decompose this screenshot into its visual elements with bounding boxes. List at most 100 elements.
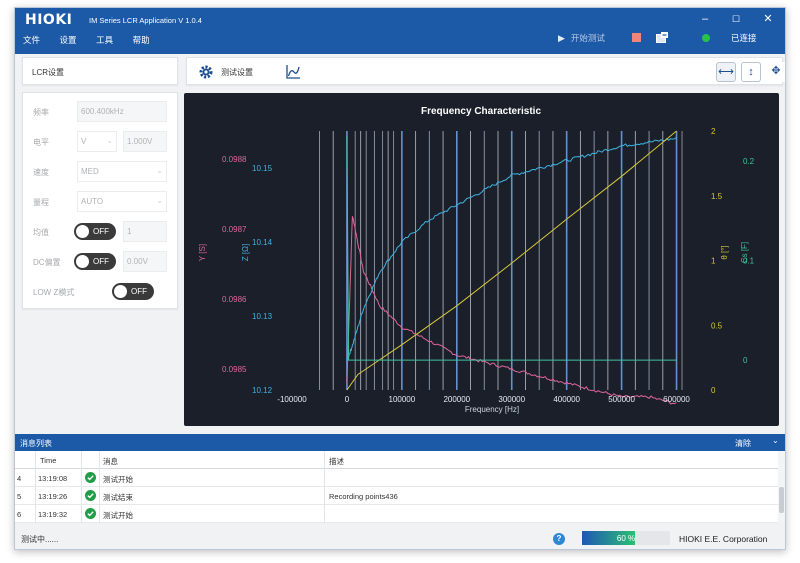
row-message: 测试结束 xyxy=(103,493,133,502)
y-axis-label: Cs [F] xyxy=(740,242,749,263)
low-z-toggle[interactable]: OFF xyxy=(112,283,154,300)
speed-value: MED xyxy=(81,167,99,176)
row-message: 测试开始 xyxy=(103,475,133,484)
grid-lines xyxy=(319,131,683,390)
fit-horizontal-icon[interactable]: ⟷ xyxy=(716,62,736,82)
connection-status-label: 已连接 xyxy=(731,33,757,43)
menu-help[interactable]: 帮助 xyxy=(132,35,150,45)
row-index: 4 xyxy=(17,474,22,483)
x-tick-label: 100000 xyxy=(389,395,416,404)
y-axes: 0.0988 0.0987 0.0986 0.0985 Y [S] 10.15 10.14 1… xyxy=(198,127,755,395)
toggle-knob xyxy=(76,255,89,268)
fit-all-icon[interactable]: ✥ xyxy=(766,62,785,82)
row-time: 13:19:32 xyxy=(38,510,68,519)
range-select[interactable]: AUTO ⌄ xyxy=(77,191,167,212)
chevron-down-icon: ⌄ xyxy=(106,136,113,145)
lcr-settings-panel: 频率 600.400kHz 电平 V ⌄ 1.000V 速度 MED ⌄ 量程 AU… xyxy=(22,92,178,309)
low-z-label: LOW Z模式 xyxy=(33,288,75,297)
y-tick-label: 0.2 xyxy=(743,157,755,166)
toggle-knob xyxy=(114,285,127,298)
y-tick-label: 0.0986 xyxy=(222,295,247,304)
table-row[interactable]: 5 13:19:26 测试结束 Recording points436 xyxy=(15,487,778,505)
average-count-field[interactable]: 1 xyxy=(123,221,167,242)
chart-title: Frequency Characteristic xyxy=(421,106,541,117)
y-tick-label: 0.0985 xyxy=(222,365,247,374)
y-tick-label: 0.5 xyxy=(711,321,723,330)
message-scrollbar[interactable] xyxy=(778,451,785,523)
y-axis-label: θ [°] xyxy=(720,245,729,259)
fit-vertical-icon[interactable]: ↕ xyxy=(741,62,761,82)
x-tick-label: 400000 xyxy=(553,395,580,404)
column-header-time: Time xyxy=(40,456,57,465)
menu-tools[interactable]: 工具 xyxy=(96,35,114,45)
y-tick-label: 10.13 xyxy=(252,312,273,321)
low-z-toggle-state: OFF xyxy=(131,287,147,296)
lcr-settings-header: LCR设置 xyxy=(22,57,178,85)
line-graph-icon[interactable] xyxy=(285,64,301,80)
menu-file[interactable]: 文件 xyxy=(23,35,41,45)
row-time: 13:19:08 xyxy=(38,474,68,483)
minimize-button[interactable]: – xyxy=(701,13,709,25)
column-header-description: 描述 xyxy=(329,457,344,466)
y-tick-label: 10.12 xyxy=(252,386,273,395)
stop-icon[interactable] xyxy=(632,33,641,42)
x-tick-label: -100000 xyxy=(277,395,307,404)
menu-settings[interactable]: 设置 xyxy=(59,35,77,45)
status-text: 测试中...... xyxy=(21,535,59,544)
progress-bar: 60 % xyxy=(582,531,670,545)
status-bar: 测试中...... ? 60 % HIOKI E.E. Corporation xyxy=(15,525,785,549)
maximize-button[interactable]: ☐ xyxy=(731,14,741,24)
x-axis-label: Frequency [Hz] xyxy=(465,405,519,414)
table-row[interactable]: 6 13:19:32 测试开始 xyxy=(15,505,778,523)
y-tick-label: 10.14 xyxy=(252,238,273,247)
close-button[interactable]: ✕ xyxy=(763,13,773,25)
level-mode-value: V xyxy=(81,137,87,146)
start-test-label: 开始测试 xyxy=(570,33,605,43)
dc-bias-toggle-state: OFF xyxy=(93,257,109,266)
frequency-chart[interactable]: Frequency Characteristic -100000 0 100000 2… xyxy=(184,93,779,426)
range-label: 量程 xyxy=(33,198,49,207)
y-axis-label: Z [Ω] xyxy=(241,244,250,262)
progress-fill xyxy=(582,531,635,545)
message-table: Time 消息 描述 4 13:19:08 测试开始 5 13:19:26 测试… xyxy=(15,451,785,523)
export-icon[interactable] xyxy=(656,32,668,43)
average-toggle[interactable]: OFF xyxy=(74,223,116,240)
dc-bias-toggle[interactable]: OFF xyxy=(74,253,116,270)
start-test-button[interactable]: ▶ 开始测试 xyxy=(558,32,605,44)
series-layer xyxy=(346,130,677,405)
progress-label: 60 % xyxy=(616,534,636,543)
message-list-header: 消息列表 清除 ⌄ xyxy=(15,434,785,451)
table-header-row: Time 消息 描述 xyxy=(15,451,778,469)
y-tick-label: 0 xyxy=(743,356,748,365)
y-tick-label: 0.1 xyxy=(743,257,755,266)
level-value-field[interactable]: 1.000V xyxy=(123,131,167,152)
y-tick-label: 0 xyxy=(711,386,716,395)
help-icon[interactable]: ? xyxy=(553,533,565,545)
chevron-down-icon[interactable]: ⌄ xyxy=(772,436,779,445)
scrollbar-thumb[interactable] xyxy=(779,487,784,513)
x-tick-label: 600000 xyxy=(663,395,690,404)
play-icon: ▶ xyxy=(558,33,565,43)
level-mode-select[interactable]: V ⌄ xyxy=(77,131,117,152)
row-message: 测试开始 xyxy=(103,511,133,520)
x-tick-label: 200000 xyxy=(443,395,470,404)
title-bar: HIOKI IM Series LCR Application V 1.0.4 … xyxy=(15,8,785,54)
clear-button[interactable]: 清除 xyxy=(735,439,751,448)
app-window: HIOKI IM Series LCR Application V 1.0.4 … xyxy=(14,7,786,550)
chevron-down-icon: ⌄ xyxy=(156,166,163,175)
y-tick-label: 0.0988 xyxy=(222,155,247,164)
lcr-settings-title: LCR设置 xyxy=(32,68,65,77)
x-tick-label: 300000 xyxy=(498,395,525,404)
speed-select[interactable]: MED ⌄ xyxy=(77,161,167,182)
row-time: 13:19:26 xyxy=(38,492,68,501)
frequency-label: 频率 xyxy=(33,108,49,117)
test-settings-label[interactable]: 测试设置 xyxy=(221,68,253,77)
dc-bias-field[interactable]: 0.00V xyxy=(123,251,167,272)
success-icon xyxy=(85,490,96,501)
success-icon xyxy=(85,472,96,483)
table-row[interactable]: 4 13:19:08 测试开始 xyxy=(15,469,778,487)
y-tick-label: 1.5 xyxy=(711,192,723,201)
x-tick-label: 500000 xyxy=(608,395,635,404)
gear-icon[interactable] xyxy=(199,65,213,79)
frequency-field[interactable]: 600.400kHz xyxy=(77,101,167,122)
